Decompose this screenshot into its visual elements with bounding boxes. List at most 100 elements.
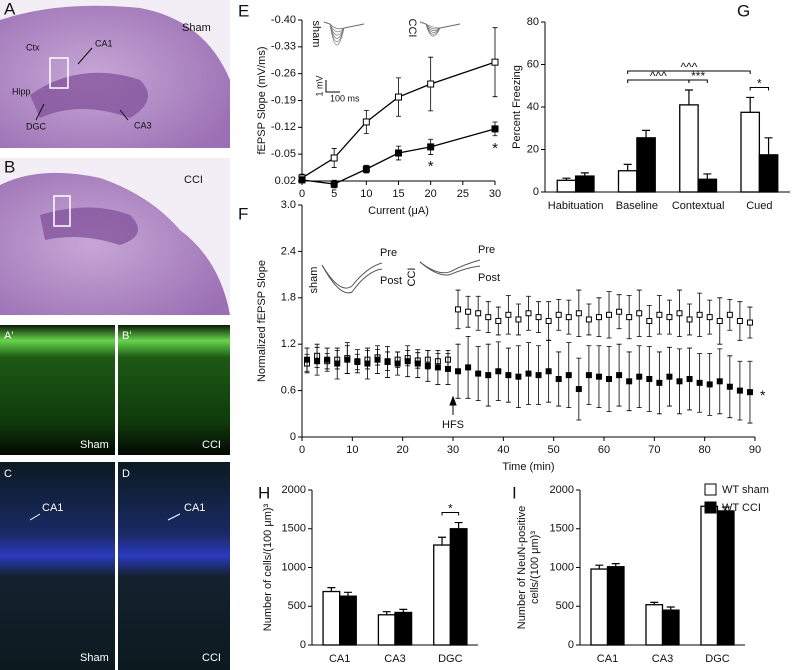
x-tick-label: 80 (699, 444, 711, 456)
region-label: Hipp (12, 86, 31, 96)
marker (646, 318, 653, 324)
error-bar (642, 129, 651, 138)
bar (606, 566, 625, 646)
x-tick-label: Habituation (548, 200, 604, 212)
marker (736, 387, 743, 394)
x-tick-label: 20 (425, 188, 437, 200)
y-tick-label: 500 (556, 600, 574, 612)
bracket-label: ^^^ (650, 69, 667, 83)
y-tick-label: -0.12 (271, 121, 296, 133)
y-tick-label: 1500 (550, 523, 574, 535)
y-tick-label: 2000 (550, 484, 574, 496)
marker (575, 310, 582, 317)
inset-label: sham (310, 21, 322, 48)
marker (535, 314, 542, 321)
y-axis-label: Number of NeuN-positive (516, 506, 528, 630)
region-label: CA1 (184, 502, 205, 514)
marker (362, 165, 370, 173)
bar (339, 595, 357, 646)
marker (565, 372, 572, 379)
x-tick-label: 20 (397, 444, 409, 456)
marker (545, 318, 552, 324)
marker (515, 316, 522, 323)
x-tick-label: CA1 (329, 653, 350, 665)
marker (616, 372, 623, 379)
x-tick-label: 30 (447, 444, 459, 456)
marker (656, 379, 663, 386)
panel-label: F (238, 204, 248, 223)
inset-label: CCI (406, 268, 418, 287)
marker (616, 308, 623, 315)
panel-b: B CCI (0, 157, 230, 315)
trace (323, 21, 365, 46)
panel-a: A Sham Ctx CA1 Hipp DGC CA3 (0, 0, 230, 149)
marker (485, 372, 492, 379)
bracket (441, 512, 460, 516)
panel-a-prime: A' Sham (0, 325, 115, 455)
marker (455, 368, 462, 375)
bar (758, 154, 779, 193)
marker (736, 318, 743, 324)
x-tick-label: 5 (331, 188, 337, 200)
marker (636, 310, 643, 317)
x-axis-label: Time (min) (502, 461, 554, 473)
trace (419, 21, 461, 33)
bar (716, 510, 735, 646)
y-tick-label: 2.4 (281, 245, 296, 257)
marker (555, 376, 562, 382)
x-tick-label: Baseline (616, 200, 658, 212)
bar (700, 505, 719, 646)
bar (377, 614, 396, 646)
trace (323, 21, 365, 33)
marker (404, 358, 411, 365)
marker (676, 378, 683, 385)
y-axis-label: Percent Freezing (511, 65, 523, 149)
error-bar (703, 173, 712, 180)
marker (424, 362, 431, 369)
marker (485, 314, 492, 321)
scale-label: 1 mV (314, 75, 324, 96)
marker (606, 376, 613, 382)
caption: CCI (202, 652, 221, 664)
error-bar (454, 521, 463, 529)
marker (495, 368, 502, 375)
y-tick-label: -0.26 (271, 68, 296, 80)
legend-label: WT sham (722, 484, 769, 496)
panel-label: I (512, 483, 517, 502)
bar (636, 137, 656, 193)
panel-c: C CA1 Sham (0, 462, 115, 670)
marker (595, 314, 602, 321)
error-bar (438, 536, 447, 546)
marker (395, 149, 402, 157)
error-bar (666, 606, 675, 611)
marker (330, 154, 338, 162)
x-tick-label: 70 (648, 444, 660, 456)
marker (427, 80, 435, 88)
marker (545, 368, 552, 375)
annotation: * (428, 158, 434, 175)
y-tick-label: 0 (568, 639, 574, 651)
error-bar (684, 89, 693, 105)
inset-label: Post (478, 272, 500, 284)
x-tick-label: 60 (598, 444, 610, 456)
marker (298, 176, 306, 184)
x-tick-label: 0 (299, 188, 305, 200)
bracket-label: * (448, 502, 453, 516)
y-tick-label: 20 (527, 143, 539, 155)
marker (395, 93, 402, 101)
marker (585, 372, 592, 379)
error-bar (721, 506, 730, 511)
bracket-label: ^^^ (680, 60, 697, 74)
marker (746, 389, 753, 396)
marker (585, 316, 592, 323)
error-bar (611, 563, 620, 567)
bracket-label: * (757, 77, 762, 91)
x-tick-label: 90 (749, 444, 761, 456)
marker (606, 311, 613, 318)
series-line (301, 128, 496, 185)
caption: Sham (182, 22, 211, 34)
marker (384, 358, 391, 365)
marker (696, 311, 703, 318)
x-tick-label: 10 (346, 444, 358, 456)
bar (433, 544, 451, 646)
